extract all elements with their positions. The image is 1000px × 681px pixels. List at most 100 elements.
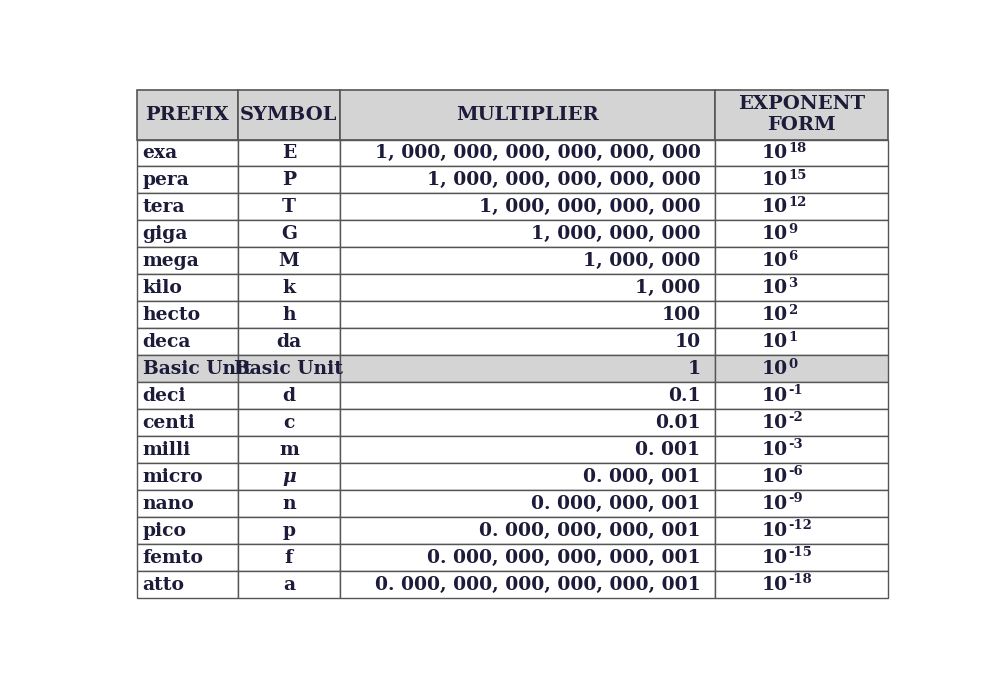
Text: p: p <box>282 522 295 540</box>
Bar <box>238 140 340 166</box>
Bar <box>137 544 238 571</box>
Text: 10: 10 <box>762 279 788 297</box>
Bar <box>340 490 715 518</box>
Bar <box>715 409 888 437</box>
Text: m: m <box>279 441 299 459</box>
Text: Basic Unit: Basic Unit <box>234 360 343 378</box>
Bar <box>238 302 340 328</box>
Text: 10: 10 <box>762 495 788 513</box>
Text: -6: -6 <box>788 465 803 479</box>
Bar <box>340 166 715 193</box>
Bar <box>715 571 888 598</box>
Text: 10: 10 <box>762 360 788 378</box>
Bar <box>715 490 888 518</box>
Text: 12: 12 <box>788 195 806 208</box>
Text: tera: tera <box>143 198 185 216</box>
Bar <box>715 193 888 221</box>
Text: 100: 100 <box>661 306 700 324</box>
Bar <box>238 247 340 274</box>
Text: giga: giga <box>143 225 188 243</box>
Bar <box>340 193 715 221</box>
Text: 10: 10 <box>674 333 700 351</box>
Text: micro: micro <box>143 468 203 486</box>
Text: deca: deca <box>143 333 191 351</box>
Bar <box>340 221 715 247</box>
Bar <box>340 437 715 463</box>
Text: SYMBOL: SYMBOL <box>240 106 338 123</box>
Bar <box>340 328 715 355</box>
Bar <box>137 518 238 544</box>
Bar <box>715 302 888 328</box>
Bar <box>238 221 340 247</box>
Bar <box>715 247 888 274</box>
Bar <box>340 382 715 409</box>
Text: mega: mega <box>143 252 199 270</box>
Bar <box>715 274 888 302</box>
Text: 6: 6 <box>788 249 797 263</box>
Text: 10: 10 <box>762 441 788 459</box>
Text: 10: 10 <box>762 198 788 216</box>
Bar <box>340 355 715 382</box>
Text: Basic Unit: Basic Unit <box>143 360 252 378</box>
Bar <box>715 463 888 490</box>
Bar <box>238 328 340 355</box>
Bar <box>715 166 888 193</box>
Bar <box>137 302 238 328</box>
Bar <box>137 490 238 518</box>
Bar <box>340 274 715 302</box>
Text: M: M <box>278 252 299 270</box>
Text: -12: -12 <box>788 520 812 533</box>
Text: pico: pico <box>143 522 187 540</box>
Bar <box>715 328 888 355</box>
Text: -2: -2 <box>788 411 803 424</box>
Text: c: c <box>283 414 295 432</box>
Bar <box>715 382 888 409</box>
Text: 10: 10 <box>762 225 788 243</box>
Bar <box>715 221 888 247</box>
Bar <box>238 382 340 409</box>
Text: 10: 10 <box>762 575 788 594</box>
Text: -1: -1 <box>788 385 803 398</box>
Text: 10: 10 <box>762 333 788 351</box>
Bar <box>238 518 340 544</box>
Bar <box>137 571 238 598</box>
Text: 10: 10 <box>762 144 788 162</box>
Bar <box>238 571 340 598</box>
Text: μ: μ <box>282 468 296 486</box>
Text: a: a <box>283 575 295 594</box>
Bar <box>238 166 340 193</box>
Text: 10: 10 <box>762 549 788 567</box>
Text: 0.01: 0.01 <box>655 414 700 432</box>
Bar <box>238 437 340 463</box>
Text: T: T <box>282 198 296 216</box>
Bar <box>238 355 340 382</box>
Text: E: E <box>282 144 296 162</box>
Text: 1: 1 <box>788 330 797 343</box>
Bar <box>340 571 715 598</box>
Text: 0.1: 0.1 <box>668 387 700 405</box>
Text: -3: -3 <box>788 439 803 452</box>
Bar <box>238 90 340 140</box>
Bar <box>238 274 340 302</box>
Bar <box>715 140 888 166</box>
Bar <box>137 166 238 193</box>
Bar <box>340 302 715 328</box>
Text: k: k <box>282 279 295 297</box>
Bar <box>137 247 238 274</box>
Bar <box>715 544 888 571</box>
Bar <box>340 544 715 571</box>
Bar <box>137 355 238 382</box>
Text: 0. 001: 0. 001 <box>635 441 700 459</box>
Text: 10: 10 <box>762 414 788 432</box>
Text: G: G <box>281 225 297 243</box>
Text: deci: deci <box>143 387 186 405</box>
Text: 1, 000, 000, 000: 1, 000, 000, 000 <box>531 225 700 243</box>
Text: femto: femto <box>143 549 204 567</box>
Text: 1, 000, 000, 000, 000, 000: 1, 000, 000, 000, 000, 000 <box>427 171 700 189</box>
Text: n: n <box>282 495 296 513</box>
Bar <box>340 247 715 274</box>
Text: h: h <box>282 306 296 324</box>
Bar <box>238 193 340 221</box>
Text: 0. 000, 000, 000, 000, 000, 001: 0. 000, 000, 000, 000, 000, 001 <box>375 575 700 594</box>
Text: d: d <box>282 387 295 405</box>
